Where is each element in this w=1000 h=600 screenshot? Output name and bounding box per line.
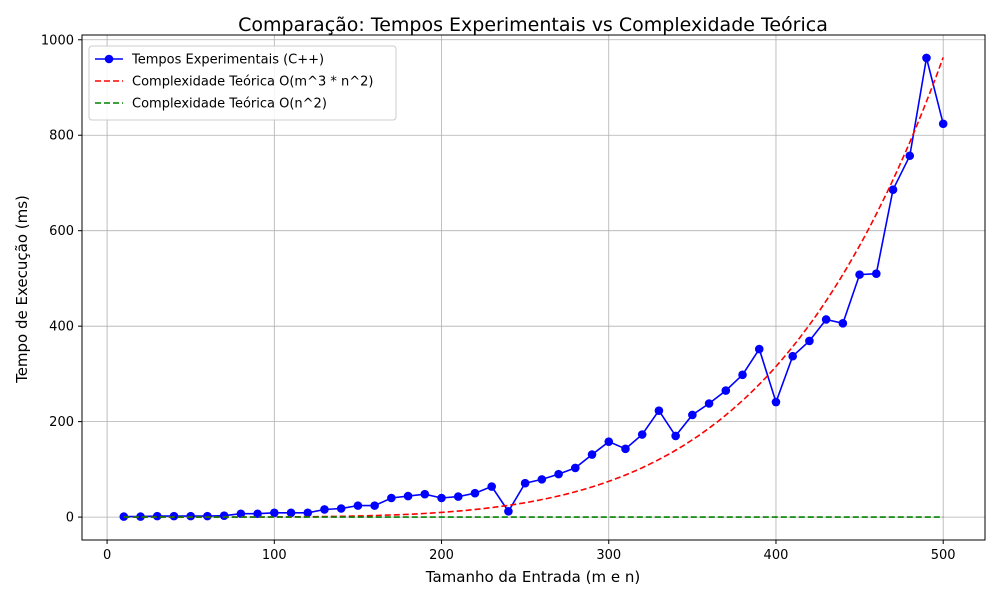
legend-entry: Complexidade Teórica O(n^2): [95, 97, 327, 112]
y-tick-label: 1000: [41, 33, 74, 48]
data-point: [571, 463, 580, 473]
data-point: [805, 336, 814, 346]
data-point: [654, 406, 664, 415]
ticks: 0 100 200 300 400 500 0 200 400 600 800 1000: [41, 33, 956, 563]
data-point: [504, 507, 513, 516]
grid: [82, 35, 985, 540]
data-point: [152, 511, 162, 521]
data-point: [604, 437, 614, 446]
legend-label: Complexidade Teórica O(n^2): [132, 97, 327, 112]
legend-marker: [104, 54, 114, 64]
data-point: [754, 344, 764, 354]
data-point: [186, 511, 195, 521]
y-tick-label: 800: [49, 129, 74, 144]
legend: Tempos Experimentais (C++) Complexidade T…: [88, 45, 397, 121]
data-point: [520, 478, 530, 488]
legend-label: Tempos Experimentais (C++): [131, 53, 324, 68]
y-tick-label: 600: [49, 224, 74, 239]
data-point: [303, 508, 313, 518]
x-tick-label: 100: [262, 548, 287, 563]
data-point: [838, 318, 848, 328]
data-point: [253, 509, 262, 519]
series-layer: [119, 53, 948, 521]
legend-label: Complexidade Teórica O(m^3 * n^2): [132, 75, 374, 90]
x-tick-label: 200: [429, 548, 454, 563]
data-point: [387, 493, 396, 503]
data-point: [855, 270, 864, 279]
data-point: [236, 509, 246, 519]
data-point: [821, 315, 831, 324]
chart-title: Comparação: Tempos Experimentais vs Comp…: [238, 14, 828, 36]
plot-frame: [81, 34, 986, 541]
x-tick-label: 400: [764, 548, 789, 563]
data-point: [286, 508, 296, 518]
data-point: [688, 410, 697, 420]
data-point: [437, 493, 446, 503]
data-point: [637, 430, 647, 439]
data-point: [938, 119, 948, 129]
data-point: [420, 489, 430, 499]
data-point: [587, 450, 597, 459]
legend-entry: Tempos Experimentais (C++): [95, 53, 324, 68]
data-point: [922, 53, 931, 63]
data-point: [704, 399, 714, 408]
data-point: [537, 475, 547, 484]
data-point: [320, 505, 329, 514]
y-tick-label: 200: [49, 415, 74, 430]
x-axis-label: Tamanho da Entrada (m e n): [425, 568, 640, 586]
data-point: [888, 185, 898, 194]
x-tick-label: 0: [103, 548, 111, 563]
data-point: [270, 508, 279, 518]
x-tick-label: 300: [596, 548, 621, 563]
legend-entry: Complexidade Teórica O(m^3 * n^2): [95, 75, 374, 90]
data-point: [872, 269, 881, 278]
data-point: [136, 512, 145, 521]
data-point: [403, 491, 413, 501]
data-point: [905, 151, 915, 161]
y-axis-label: Tempo de Execução (ms): [13, 195, 31, 384]
data-point: [671, 431, 680, 441]
data-point: [721, 386, 731, 395]
x-tick-label: 500: [931, 548, 956, 563]
data-point: [336, 504, 346, 513]
data-point: [370, 501, 379, 510]
data-point: [738, 370, 747, 380]
data-point: [771, 397, 781, 407]
legend-box: [88, 45, 397, 121]
data-point: [487, 482, 496, 491]
data-point: [203, 511, 212, 521]
data-point: [621, 444, 630, 454]
series-1: [119, 53, 948, 521]
data-point: [554, 469, 563, 479]
y-tick-label: 400: [49, 320, 74, 335]
data-point: [219, 511, 229, 520]
data-point: [470, 488, 480, 498]
data-point: [353, 501, 363, 510]
data-point: [453, 492, 463, 501]
data-point: [788, 351, 797, 361]
y-tick-label: 0: [66, 511, 74, 526]
data-point: [169, 511, 179, 521]
